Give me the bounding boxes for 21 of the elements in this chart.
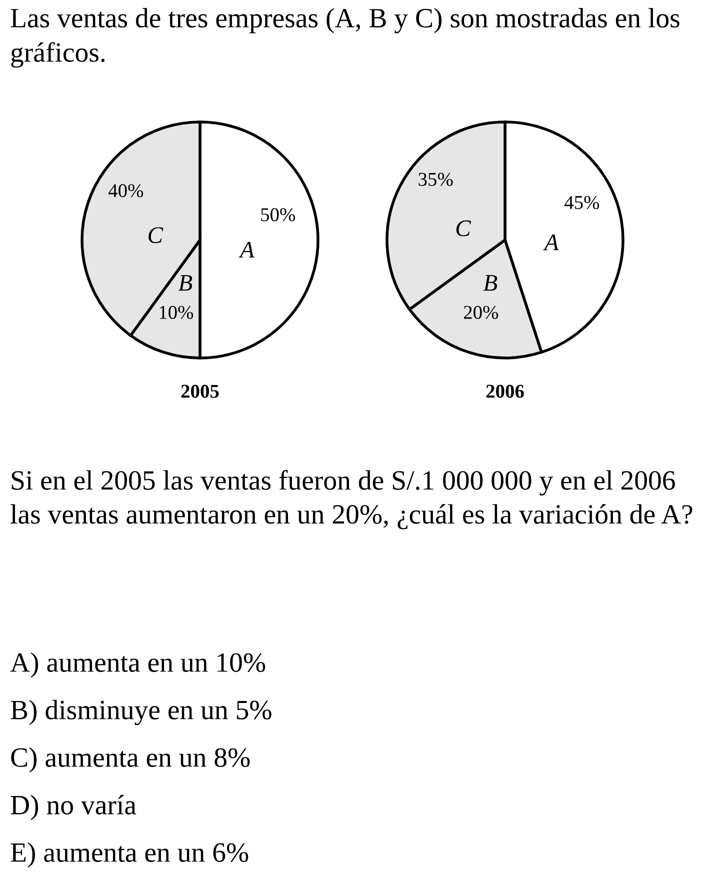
data-label: 40%	[108, 184, 144, 198]
text: 2006	[486, 384, 524, 398]
slice-label: B	[483, 275, 498, 291]
data-label: 10%	[160, 306, 194, 319]
text: Si en el 2005 las ventas fueron de S/.1 000 000 y en el 2006 las ventas aumentaron en un 20%, ¿cuál es la variación de A?	[10, 470, 692, 530]
slice-label: B	[178, 275, 192, 291]
slice-label: A	[238, 242, 254, 258]
text: D) no varía	[10, 794, 136, 820]
slice-label: C	[148, 227, 164, 244]
data-label: 35%	[418, 172, 453, 186]
text: 2005	[181, 384, 219, 398]
text: B) disminuye en un 5%	[10, 700, 272, 726]
data-label: 45%	[564, 196, 600, 210]
slice-label: A	[543, 234, 559, 250]
data-label: 50%	[261, 208, 296, 222]
text: A) aumenta en un 10%	[10, 652, 266, 678]
text: Las ventas de tres empresas (A, B y C) son mostradas en los gráficos.	[10, 8, 680, 68]
data-label: 20%	[464, 306, 498, 319]
text: E) aumenta en un 6%	[10, 842, 248, 868]
slice-label: C	[456, 220, 472, 236]
text: C) aumenta en un 8%	[11, 747, 250, 773]
